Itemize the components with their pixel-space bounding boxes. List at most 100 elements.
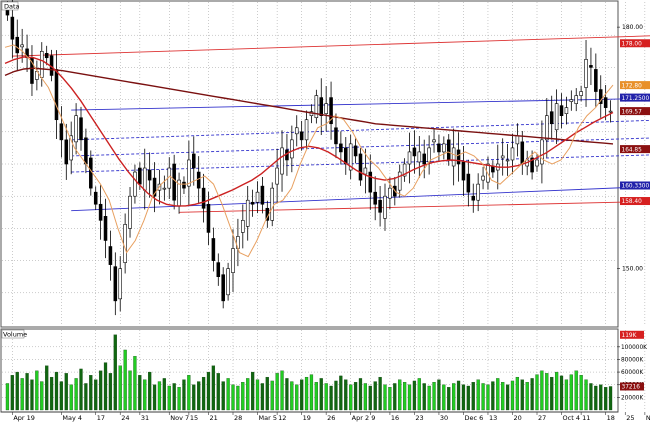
candle-body <box>103 216 108 241</box>
candle-body <box>44 53 49 59</box>
candle-body <box>182 181 186 189</box>
volume-bar <box>98 370 103 411</box>
price-tag-box <box>620 93 650 102</box>
volume-bar <box>339 375 343 411</box>
candle-body <box>545 115 549 141</box>
candle-body <box>564 107 569 114</box>
candle-body <box>584 59 588 88</box>
volume-bar <box>334 380 338 411</box>
volume-bar <box>324 383 328 411</box>
volume-bar <box>148 371 152 411</box>
x-tick-label: 17 <box>97 414 105 422</box>
x-tick-label: 30 <box>440 414 448 422</box>
volume-bar <box>69 384 73 411</box>
x-tick-label: May 4 <box>62 414 82 422</box>
candle-body <box>74 115 78 143</box>
volume-bar <box>15 371 19 411</box>
candle-body <box>339 143 343 153</box>
volume-bar <box>545 373 549 411</box>
x-tick-label: 28 <box>234 414 242 422</box>
candle-body <box>402 163 407 177</box>
volume-bar <box>157 381 162 411</box>
candle-body <box>451 147 456 167</box>
volume-bar <box>192 384 196 411</box>
volume-bar <box>84 383 88 411</box>
volume-bar <box>564 379 569 411</box>
x-tick-label: 31 <box>141 414 149 422</box>
volume-bar <box>378 376 382 411</box>
volume-tag-box <box>620 330 644 339</box>
candle-body <box>54 69 59 121</box>
candle-body <box>569 99 574 102</box>
price-tag-label: 178.00 <box>622 41 643 47</box>
volume-bar <box>314 382 318 411</box>
volume-bar <box>471 382 475 411</box>
candle-body <box>84 137 88 165</box>
candle-body <box>481 175 485 181</box>
volume-bar <box>250 371 255 411</box>
candle-body <box>20 44 24 48</box>
price-pane-label-box: Data <box>1 1 20 11</box>
x-tick-label: 11 <box>582 414 590 422</box>
candle-body <box>461 161 466 181</box>
price-tag-label: 169.57 <box>622 109 643 115</box>
price-pane-frame <box>0 0 619 328</box>
volume-bar <box>103 362 108 411</box>
volume-bar <box>412 380 417 411</box>
candle-body <box>280 147 284 175</box>
volume-bar <box>290 381 294 411</box>
volume-bar <box>422 383 426 411</box>
candle-body <box>549 111 554 125</box>
candle-body <box>187 159 191 187</box>
volume-bar <box>74 378 78 411</box>
volume-bar <box>265 376 269 411</box>
candle-body <box>172 163 176 201</box>
volume-bar <box>25 373 29 411</box>
volume-tick-label: 80000K <box>621 357 643 363</box>
candle-body <box>471 195 476 201</box>
candle-body <box>383 195 387 219</box>
price-pane-label: Data <box>4 3 20 11</box>
volume-pane-label-box: Volume <box>1 329 27 339</box>
volume-bar <box>226 378 230 411</box>
candle-body <box>594 69 598 92</box>
candle-body <box>206 203 211 233</box>
candle-body <box>446 139 451 161</box>
volume-bar <box>432 382 436 411</box>
volume-bar <box>550 376 554 411</box>
volume-bar <box>554 371 559 411</box>
candle-body <box>89 157 93 189</box>
volume-bar <box>123 349 127 411</box>
volume-bar <box>54 371 59 411</box>
volume-tick-label: 20000K <box>621 395 643 401</box>
candle-body <box>231 248 235 273</box>
candle-body <box>10 16 15 40</box>
volume-bar <box>275 373 279 411</box>
candle-body <box>407 151 412 165</box>
volume-bar <box>452 383 456 411</box>
candle-body <box>118 268 122 300</box>
volume-bar <box>496 378 500 411</box>
price-tag-label: 160.3300 <box>622 184 650 190</box>
price-tag-box <box>620 197 650 206</box>
candle-body <box>192 153 196 169</box>
candle-body <box>40 50 44 78</box>
volume-bar <box>231 384 235 411</box>
volume-bar <box>329 385 333 411</box>
volume-tag-label: 119K <box>622 333 637 339</box>
volume-bar <box>304 376 309 411</box>
volume-bar <box>608 386 613 411</box>
volume-bar <box>437 379 441 411</box>
candle-body <box>388 187 392 199</box>
x-tick-label: 27 <box>538 414 546 422</box>
volume-bar <box>456 380 461 411</box>
volume-bar <box>574 370 578 411</box>
volume-bar <box>113 334 117 411</box>
x-tick-label: 12 <box>278 414 286 422</box>
volume-tick-label: 100000K <box>621 345 647 351</box>
volume-bar <box>138 375 142 411</box>
candle-body <box>152 177 157 197</box>
volume-bar <box>206 371 211 411</box>
volume-bar <box>35 370 39 411</box>
volume-bar <box>300 379 304 411</box>
